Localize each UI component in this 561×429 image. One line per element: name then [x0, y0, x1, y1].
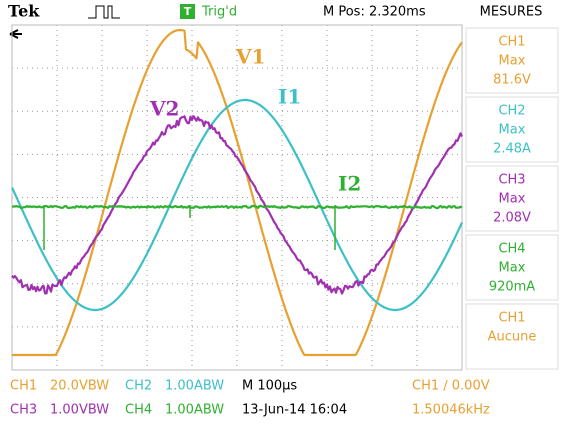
timebase: M 100µs: [242, 379, 297, 394]
trace-label: I1: [278, 85, 301, 109]
footer-ch4: CH4: [125, 403, 152, 418]
measure-value: 2.08V: [493, 211, 531, 226]
measure-channel: CH2: [498, 104, 525, 119]
measure-type: Max: [499, 192, 526, 207]
measure-channel: CH3: [498, 173, 525, 188]
trigger-level: CH1 ∕ 0.00V: [412, 379, 490, 394]
brand: Tek: [8, 2, 40, 21]
measure-channel: CH1: [498, 311, 525, 326]
datetime: 13-Jun-14 16:04: [242, 403, 347, 418]
footer-ch3: CH3: [10, 403, 37, 418]
trace-label: I2: [338, 172, 361, 196]
trigger-badge: T: [184, 5, 192, 18]
measure-panel: CH1 Max 81.6V CH2 Max 2.48A CH3 Max 2.08V CH4 Max 9…: [466, 28, 558, 369]
measure-type: Max: [499, 261, 526, 276]
footer-ch4-scale: 1.00ABW: [165, 403, 224, 418]
footer-ch2: CH2: [125, 379, 152, 394]
trace-label: V1: [235, 45, 265, 69]
measure-channel: CH1: [498, 35, 525, 50]
measure-value: 920mA: [489, 280, 535, 295]
footer-ch1-scale: 20.0VBW: [50, 379, 109, 394]
footer-ch3-scale: 1.00VBW: [50, 403, 109, 418]
trace-label: V2: [149, 97, 179, 121]
trace-ch4: [12, 206, 462, 208]
trigger-status: Trig'd: [201, 5, 237, 20]
measure-value: 81.6V: [493, 73, 531, 88]
measure-type: Max: [499, 54, 526, 69]
footer-ch1: CH1: [10, 379, 37, 394]
menu-title: MESURES: [480, 5, 543, 20]
measure-value: 2.48A: [493, 142, 531, 157]
footer-ch2-scale: 1.00ABW: [165, 379, 224, 394]
measure-type: Max: [499, 123, 526, 138]
measure-type: Aucune: [488, 330, 537, 345]
position: M Pos: 2.320ms: [323, 5, 426, 20]
scope-screen: Tek T Trig'd M Pos: 2.320ms MESURES V1 I…: [0, 0, 561, 429]
frequency: 1.50046kHz: [412, 403, 490, 418]
measure-channel: CH4: [498, 242, 525, 257]
